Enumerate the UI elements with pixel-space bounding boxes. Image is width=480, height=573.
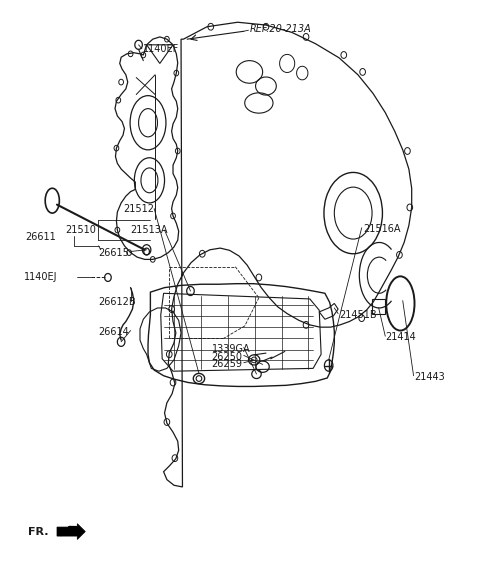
Text: 26250: 26250 [212, 351, 243, 362]
Text: 1339GA: 1339GA [212, 344, 251, 354]
Text: 21512: 21512 [123, 203, 154, 214]
Text: 21443: 21443 [415, 372, 445, 382]
Text: 1140EJ: 1140EJ [24, 273, 58, 282]
Text: REF.20-213A: REF.20-213A [250, 24, 311, 34]
Polygon shape [57, 524, 85, 539]
Text: 26611: 26611 [25, 232, 56, 242]
Text: 21516A: 21516A [363, 224, 401, 234]
Text: 26615: 26615 [98, 248, 130, 258]
Text: 26259: 26259 [212, 359, 243, 370]
Text: FR.: FR. [28, 527, 48, 537]
Text: 21513A: 21513A [131, 225, 168, 235]
Text: 1140EF: 1140EF [144, 44, 180, 54]
Text: 21451B: 21451B [339, 310, 377, 320]
Text: 21414: 21414 [385, 332, 416, 342]
Text: 26612B: 26612B [98, 297, 136, 307]
Text: 26614: 26614 [98, 327, 129, 337]
Text: 21510: 21510 [65, 225, 96, 235]
